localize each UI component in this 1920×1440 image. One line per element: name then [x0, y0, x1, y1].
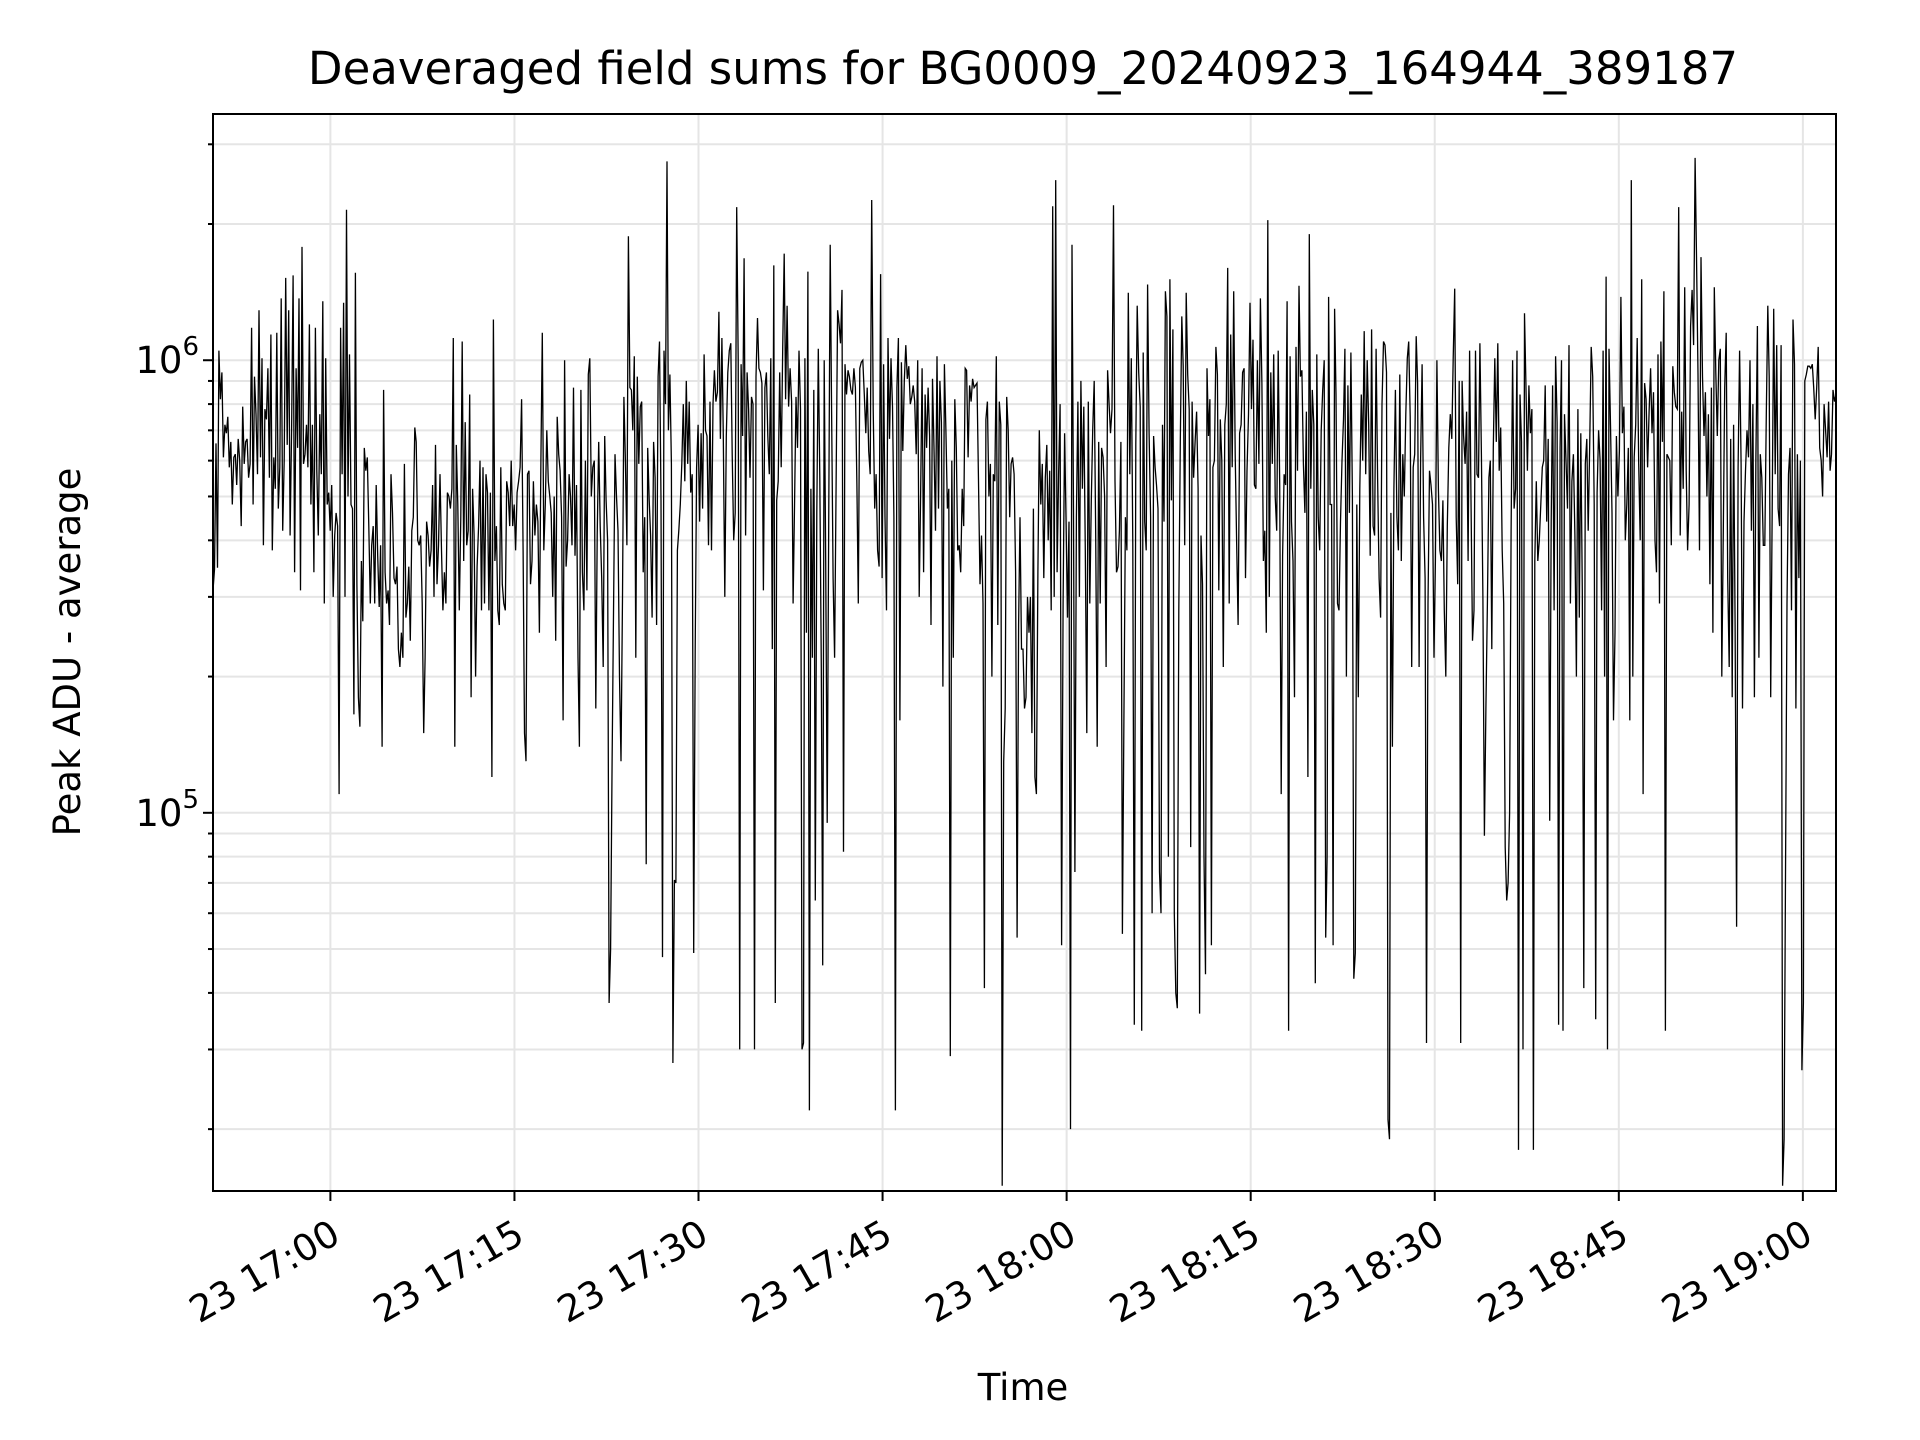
y-axis-label: Peak ADU - average [46, 468, 89, 837]
y-tick-label: 105 [135, 785, 199, 835]
plot-frame [212, 113, 1837, 1192]
series-line [212, 157, 1837, 1186]
x-axis-label: Time [977, 1366, 1069, 1409]
grid-lines [213, 114, 1836, 1191]
y-tick-label: 106 [135, 332, 199, 382]
chart-title: Deaveraged field sums for BG0009_2024092… [308, 42, 1738, 95]
series-layer [212, 157, 1837, 1186]
